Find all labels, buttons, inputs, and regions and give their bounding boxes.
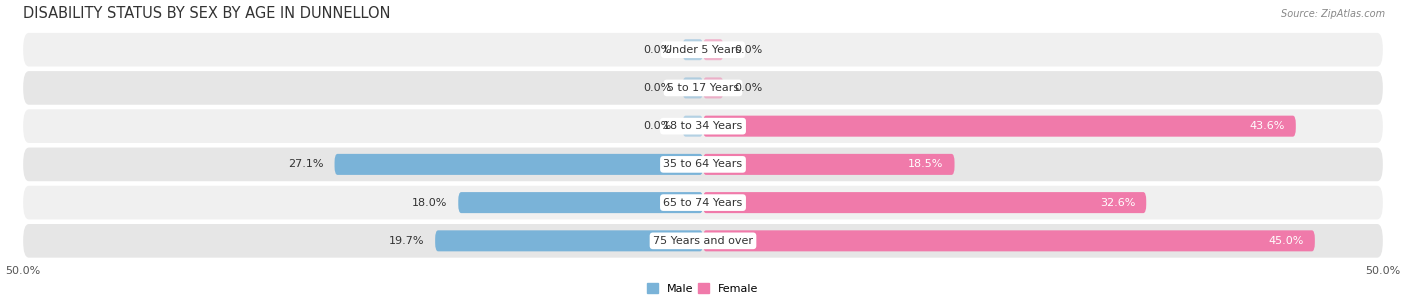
Text: 0.0%: 0.0% [734,83,762,93]
Text: 0.0%: 0.0% [644,83,672,93]
FancyBboxPatch shape [22,186,1384,219]
FancyBboxPatch shape [335,154,703,175]
FancyBboxPatch shape [434,230,703,251]
Text: 18.0%: 18.0% [412,198,447,208]
FancyBboxPatch shape [22,33,1384,67]
Text: 65 to 74 Years: 65 to 74 Years [664,198,742,208]
Text: 19.7%: 19.7% [389,236,425,246]
Text: 0.0%: 0.0% [644,45,672,55]
Text: 5 to 17 Years: 5 to 17 Years [666,83,740,93]
FancyBboxPatch shape [682,39,703,60]
Text: 45.0%: 45.0% [1268,236,1303,246]
Text: Source: ZipAtlas.com: Source: ZipAtlas.com [1281,9,1385,19]
Text: 18.5%: 18.5% [908,159,943,169]
FancyBboxPatch shape [703,192,1146,213]
Text: 27.1%: 27.1% [288,159,323,169]
FancyBboxPatch shape [22,71,1384,105]
FancyBboxPatch shape [703,78,724,98]
FancyBboxPatch shape [22,109,1384,143]
FancyBboxPatch shape [682,78,703,98]
FancyBboxPatch shape [703,230,1315,251]
FancyBboxPatch shape [22,224,1384,258]
Text: 0.0%: 0.0% [734,45,762,55]
FancyBboxPatch shape [703,39,724,60]
FancyBboxPatch shape [703,116,1296,137]
Text: 0.0%: 0.0% [644,121,672,131]
Text: DISABILITY STATUS BY SEX BY AGE IN DUNNELLON: DISABILITY STATUS BY SEX BY AGE IN DUNNE… [22,5,391,21]
Text: 18 to 34 Years: 18 to 34 Years [664,121,742,131]
FancyBboxPatch shape [22,147,1384,181]
Text: 75 Years and over: 75 Years and over [652,236,754,246]
FancyBboxPatch shape [682,116,703,137]
Legend: Male, Female: Male, Female [643,279,763,298]
Text: 32.6%: 32.6% [1099,198,1136,208]
Text: 35 to 64 Years: 35 to 64 Years [664,159,742,169]
Text: Under 5 Years: Under 5 Years [665,45,741,55]
Text: 43.6%: 43.6% [1250,121,1285,131]
FancyBboxPatch shape [703,154,955,175]
FancyBboxPatch shape [458,192,703,213]
